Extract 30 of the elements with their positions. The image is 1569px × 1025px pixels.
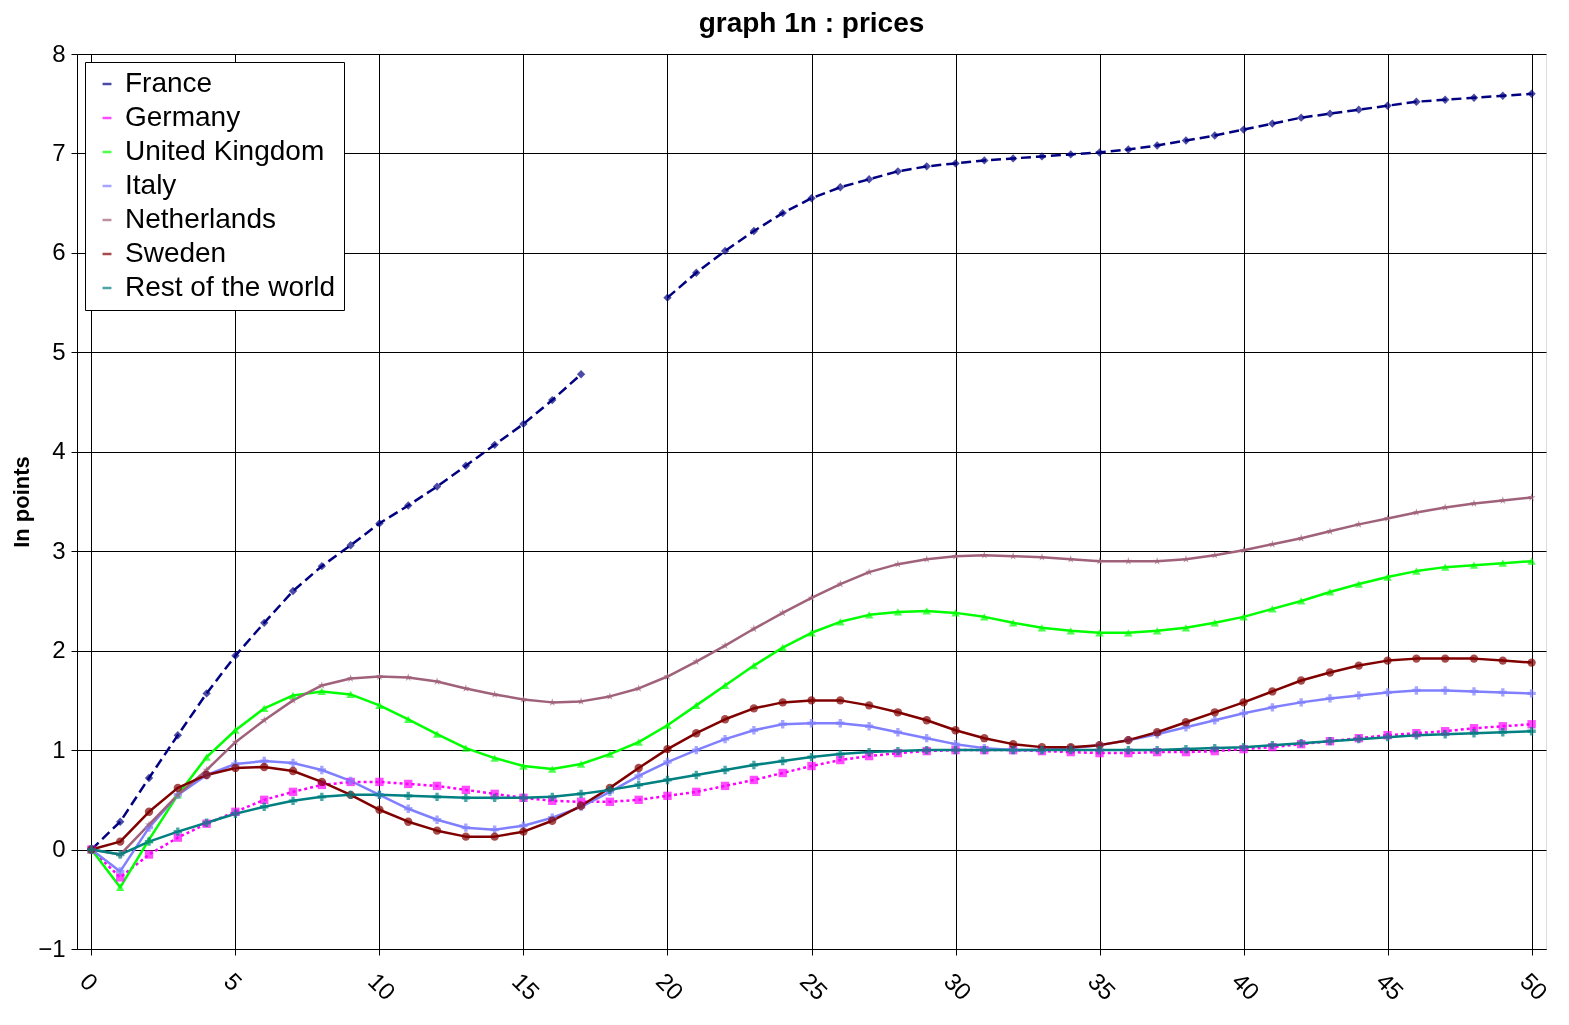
- x-tick-label: 50: [1515, 967, 1554, 1006]
- x-tick-label: 20: [651, 967, 689, 1006]
- x-tick-label: 0: [74, 967, 104, 996]
- y-tick-label: 2: [52, 636, 66, 664]
- chart-title: graph 1n : prices: [698, 7, 925, 38]
- y-tick-label: 4: [52, 437, 66, 465]
- y-tick-label: 5: [52, 337, 66, 365]
- x-tick-label: 35: [1083, 967, 1122, 1006]
- y-tick-label: 6: [52, 238, 66, 266]
- x-tick-label: 25: [795, 967, 833, 1006]
- legend-label: Italy: [125, 169, 177, 200]
- y-tick-label: 8: [52, 39, 66, 67]
- x-tick-label: 15: [506, 967, 545, 1006]
- x-tick-label: 45: [1371, 967, 1410, 1006]
- legend-label: Netherlands: [125, 203, 276, 234]
- y-tick-label: 0: [52, 835, 66, 863]
- y-tick-label: −1: [38, 934, 66, 962]
- y-axis-title: In points: [9, 456, 35, 548]
- y-tick-label: 3: [52, 536, 66, 564]
- x-tick-label: 10: [362, 967, 401, 1006]
- legend-label: Germany: [125, 101, 241, 132]
- legend-label: Rest of the world: [125, 271, 336, 302]
- legend-label: Sweden: [125, 237, 227, 268]
- y-tick-label: 1: [52, 735, 66, 763]
- x-tick-label: 30: [939, 967, 978, 1006]
- x-tick-label: 40: [1227, 967, 1266, 1006]
- legend-label: France: [125, 67, 213, 98]
- y-tick-label: 7: [52, 138, 66, 166]
- legend-label: United Kingdom: [125, 135, 325, 166]
- x-tick-label: 5: [218, 967, 248, 996]
